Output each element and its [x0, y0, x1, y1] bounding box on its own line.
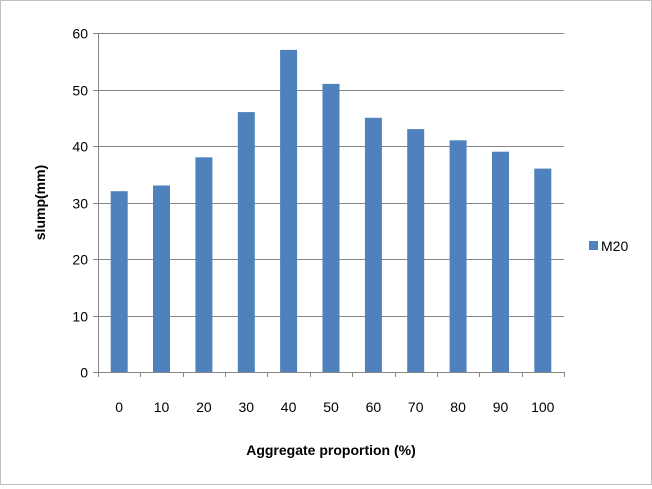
y-tick-label: 10 [72, 309, 88, 325]
bar [364, 117, 382, 373]
x-tick-label: 100 [531, 399, 555, 415]
y-tick-labels: 0 10 20 30 40 50 60 [72, 26, 88, 381]
y-tick-label: 0 [80, 365, 88, 381]
legend: M20 [589, 238, 628, 254]
bar [492, 151, 509, 372]
x-tick-label: 90 [493, 399, 509, 415]
x-tick-label: 40 [281, 399, 297, 415]
x-tick-label: 0 [115, 399, 123, 415]
y-axis-title: slump(mm) [32, 165, 48, 240]
y-tick-label: 60 [72, 26, 88, 42]
bar [449, 140, 467, 372]
y-tick-label: 50 [72, 83, 88, 99]
x-tick-labels: 0 10 20 30 40 50 60 70 80 90 100 [115, 399, 554, 415]
x-tick-label: 50 [323, 399, 339, 415]
x-tick-label: 70 [408, 399, 424, 415]
bar [322, 83, 340, 373]
bar [153, 185, 170, 372]
y-tick-label: 20 [72, 252, 88, 268]
bar [407, 129, 425, 372]
bar [195, 157, 213, 372]
legend-swatch-m20 [589, 241, 598, 250]
x-tick-label: 80 [450, 399, 466, 415]
bar-series [110, 49, 552, 373]
x-tick-label: 60 [366, 399, 382, 415]
bar [534, 168, 552, 372]
x-tick-label: 10 [154, 399, 170, 415]
axes [93, 33, 565, 377]
y-tick-label: 40 [72, 139, 88, 155]
x-tick-label: 20 [196, 399, 212, 415]
x-axis-title: Aggregate proportion (%) [246, 442, 416, 458]
x-tick-label: 30 [239, 399, 255, 415]
y-tick-label: 30 [72, 196, 88, 212]
bar [280, 49, 298, 373]
bar [110, 191, 128, 372]
legend-label-m20: M20 [601, 238, 628, 254]
bar [237, 112, 255, 372]
